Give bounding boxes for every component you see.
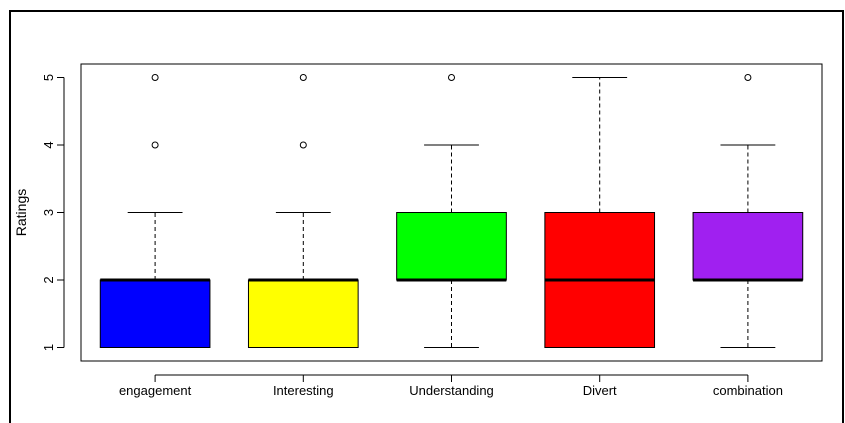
y-tick-label: 5 xyxy=(41,74,56,81)
box-body xyxy=(692,212,804,281)
x-tick-label: Divert xyxy=(583,383,617,398)
boxes-layer xyxy=(99,74,804,348)
x-axis: engagement Interesting Understanding Divert… xyxy=(119,374,783,398)
box-engagement xyxy=(99,74,211,348)
box-divert xyxy=(544,77,656,348)
box-body xyxy=(396,212,507,281)
y-tick-label: 4 xyxy=(41,141,56,148)
box-combination xyxy=(692,74,804,348)
outlier-point xyxy=(299,74,307,81)
y-axis-title: Ratings xyxy=(13,189,29,236)
y-axis: 1 2 3 4 5 xyxy=(41,74,65,351)
plot-area-border xyxy=(80,63,823,362)
y-tick-label: 3 xyxy=(41,209,56,216)
y-tick-label: 2 xyxy=(41,276,56,283)
outlier-point xyxy=(151,141,159,149)
x-tick-label: Interesting xyxy=(273,383,334,398)
box-interesting xyxy=(247,74,359,348)
x-tick-label: engagement xyxy=(119,383,192,398)
outlier-point xyxy=(744,74,752,81)
x-tick-label: Understanding xyxy=(409,383,494,398)
y-tick-label: 1 xyxy=(41,344,56,351)
outlier-point xyxy=(448,74,455,81)
box-understanding xyxy=(396,74,507,348)
figure-frame xyxy=(9,10,844,423)
outlier-point xyxy=(299,141,307,149)
box-body xyxy=(99,279,211,348)
x-tick-label: combination xyxy=(713,383,783,398)
box-body xyxy=(247,279,359,348)
outlier-point xyxy=(151,74,159,81)
